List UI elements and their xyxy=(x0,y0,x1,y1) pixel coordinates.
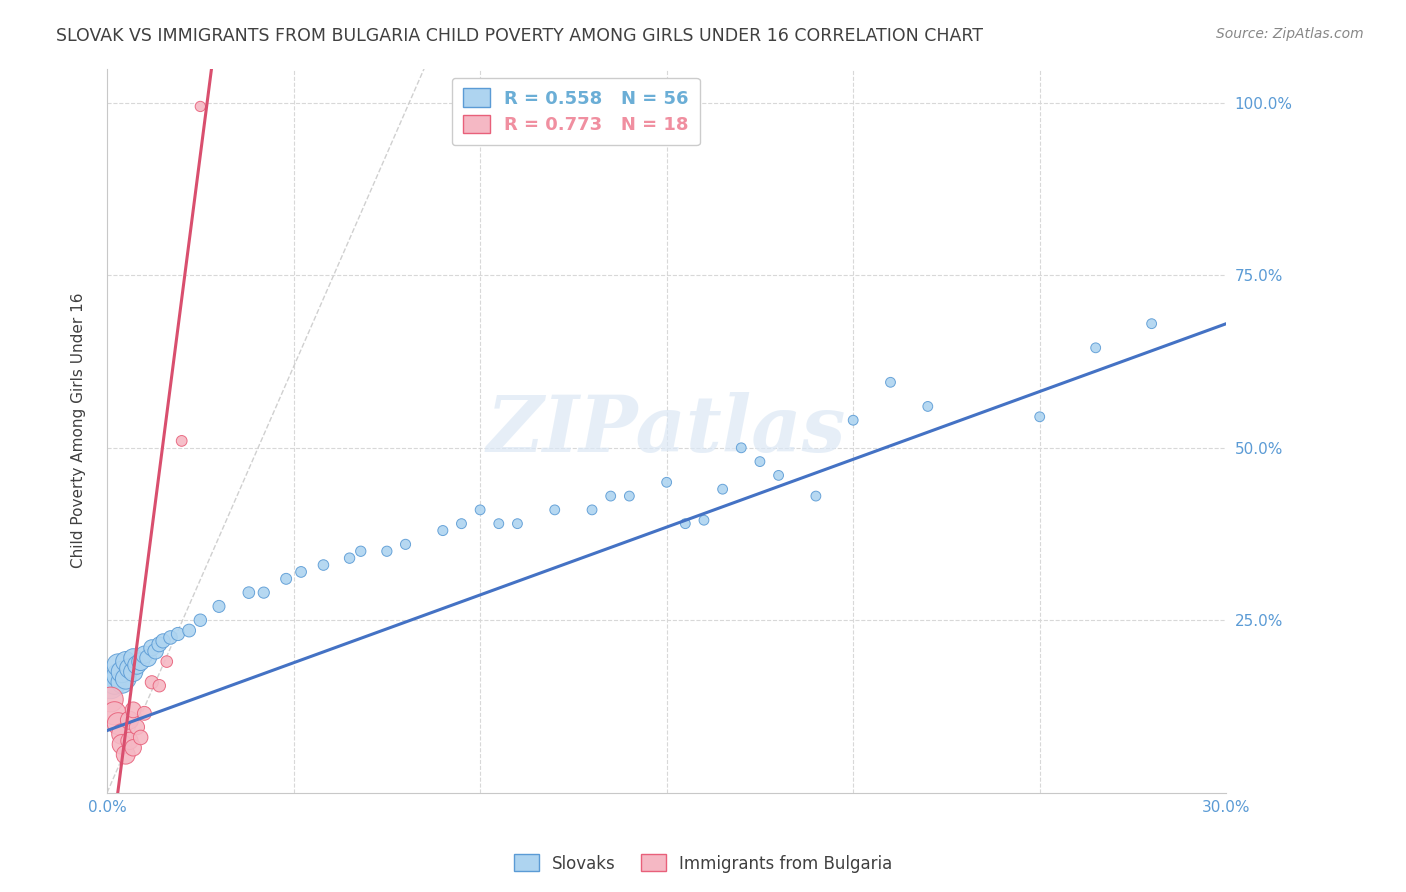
Point xyxy=(122,703,145,717)
Point xyxy=(114,655,136,669)
Text: Source: ZipAtlas.com: Source: ZipAtlas.com xyxy=(1216,27,1364,41)
Point xyxy=(804,489,827,503)
Point xyxy=(768,468,790,483)
Point xyxy=(655,475,678,490)
Point xyxy=(103,675,125,690)
Point xyxy=(188,99,211,113)
Point xyxy=(145,644,167,658)
Point xyxy=(100,692,122,706)
Point xyxy=(100,679,122,693)
Point xyxy=(148,637,170,651)
Point xyxy=(107,658,129,673)
Point xyxy=(468,503,491,517)
Point xyxy=(152,633,174,648)
Point xyxy=(350,544,373,558)
Point xyxy=(375,544,398,558)
Point xyxy=(129,731,152,745)
Point xyxy=(730,441,752,455)
Point xyxy=(125,720,148,734)
Point xyxy=(1140,317,1163,331)
Point xyxy=(188,613,211,627)
Point xyxy=(1084,341,1107,355)
Point xyxy=(118,734,141,748)
Point xyxy=(253,585,276,599)
Point xyxy=(122,651,145,665)
Point xyxy=(125,658,148,673)
Point xyxy=(599,489,621,503)
Point xyxy=(107,668,129,682)
Point xyxy=(103,706,125,721)
Point xyxy=(581,503,603,517)
Point xyxy=(107,716,129,731)
Text: ZIPatlas: ZIPatlas xyxy=(486,392,846,469)
Point xyxy=(122,740,145,755)
Legend: R = 0.558   N = 56, R = 0.773   N = 18: R = 0.558 N = 56, R = 0.773 N = 18 xyxy=(451,78,700,145)
Point xyxy=(290,565,312,579)
Point xyxy=(208,599,231,614)
Point xyxy=(111,665,134,679)
Point xyxy=(114,672,136,686)
Point xyxy=(488,516,510,531)
Text: SLOVAK VS IMMIGRANTS FROM BULGARIA CHILD POVERTY AMONG GIRLS UNDER 16 CORRELATIO: SLOVAK VS IMMIGRANTS FROM BULGARIA CHILD… xyxy=(56,27,983,45)
Point xyxy=(450,516,472,531)
Point xyxy=(159,631,181,645)
Point xyxy=(122,665,145,679)
Point xyxy=(238,585,260,599)
Point xyxy=(179,624,201,638)
Point xyxy=(312,558,335,572)
Point xyxy=(276,572,298,586)
Legend: Slovaks, Immigrants from Bulgaria: Slovaks, Immigrants from Bulgaria xyxy=(508,847,898,880)
Point xyxy=(506,516,529,531)
Point xyxy=(156,655,179,669)
Point xyxy=(842,413,865,427)
Point xyxy=(111,727,134,741)
Point xyxy=(136,651,159,665)
Point xyxy=(141,640,163,655)
Point xyxy=(673,516,696,531)
Point xyxy=(167,627,190,641)
Point xyxy=(129,655,152,669)
Point xyxy=(134,706,156,721)
Point xyxy=(748,454,770,468)
Point xyxy=(711,482,734,496)
Point xyxy=(170,434,193,448)
Point xyxy=(141,675,163,690)
Point xyxy=(917,400,939,414)
Point xyxy=(1028,409,1050,424)
Point xyxy=(544,503,567,517)
Point xyxy=(432,524,454,538)
Point xyxy=(693,513,716,527)
Y-axis label: Child Poverty Among Girls Under 16: Child Poverty Among Girls Under 16 xyxy=(72,293,86,568)
Point xyxy=(339,551,361,566)
Point xyxy=(148,679,170,693)
Point xyxy=(111,737,134,751)
Point xyxy=(134,648,156,662)
Point xyxy=(114,747,136,762)
Point xyxy=(118,713,141,727)
Point xyxy=(619,489,641,503)
Point xyxy=(394,537,416,551)
Point xyxy=(111,675,134,690)
Point xyxy=(879,376,901,390)
Point xyxy=(118,661,141,675)
